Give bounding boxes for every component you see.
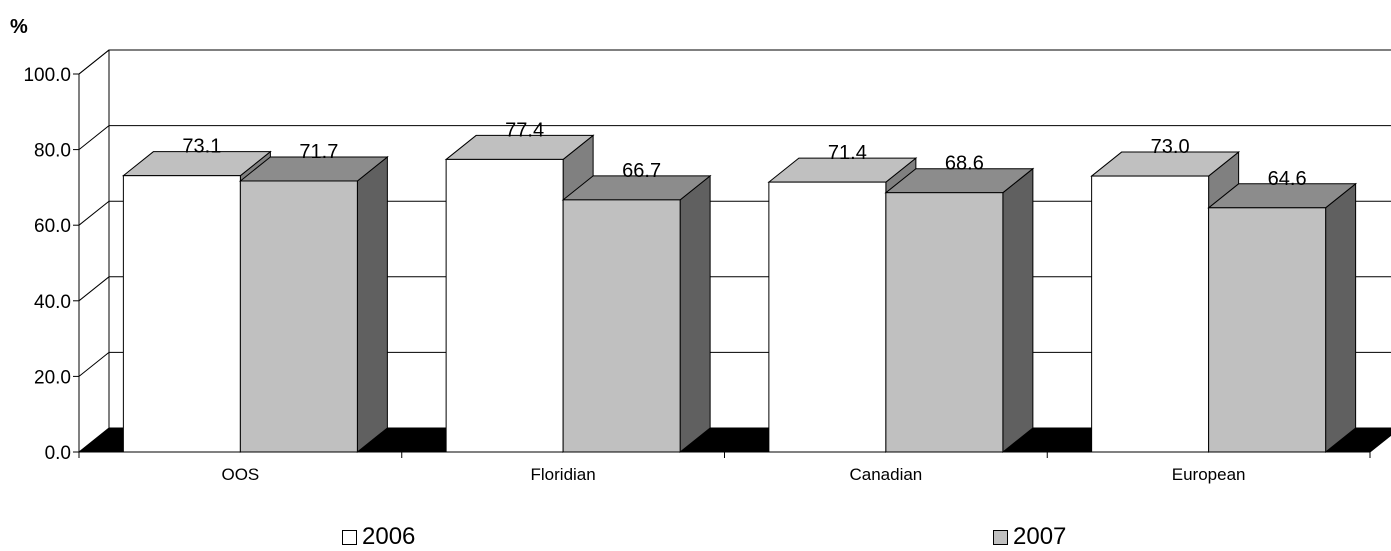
y-tick-label: 0.0	[45, 443, 71, 464]
legend-label-2006: 2006	[362, 523, 416, 550]
bar-side	[1002, 167, 1034, 454]
bar	[122, 175, 241, 453]
bar-side	[1325, 182, 1357, 454]
x-tick-label: Floridian	[531, 465, 596, 484]
legend-item-2006: 2006	[342, 523, 415, 551]
y-tick-label: 20.0	[34, 367, 71, 388]
gridline	[78, 125, 1391, 150]
data-label: 73.0	[1151, 136, 1190, 158]
data-label: 71.4	[828, 142, 867, 164]
data-label: 73.1	[182, 136, 221, 158]
data-label: 66.7	[622, 160, 661, 182]
data-label: 68.6	[945, 153, 984, 175]
x-tick-label: Canadian	[849, 465, 922, 484]
bar-side	[679, 174, 711, 454]
x-tick-label: European	[1172, 465, 1246, 484]
data-label: 64.6	[1268, 168, 1307, 190]
y-tick-label: 100.0	[23, 65, 71, 86]
bar	[562, 199, 681, 453]
bar	[239, 180, 358, 453]
data-label: 71.7	[299, 141, 338, 163]
bar	[1208, 207, 1327, 453]
legend-item-2007: 2007	[993, 523, 1066, 551]
y-tick-label: 80.0	[34, 141, 71, 162]
legend-swatch-2006	[342, 529, 357, 545]
legend-swatch-2007	[993, 529, 1008, 545]
bar	[768, 181, 887, 453]
legend-label-2007: 2007	[1013, 523, 1067, 550]
x-tick-label: OOS	[221, 465, 259, 484]
y-tick-label: 40.0	[34, 292, 71, 313]
data-label: 77.4	[505, 119, 544, 141]
y-tick-label: 60.0	[34, 216, 71, 237]
bar	[1091, 175, 1210, 453]
gridline	[78, 49, 1391, 75]
bar-side	[356, 155, 388, 454]
y-axis-label: %	[10, 16, 28, 38]
bar	[445, 158, 564, 453]
bar	[885, 192, 1004, 453]
